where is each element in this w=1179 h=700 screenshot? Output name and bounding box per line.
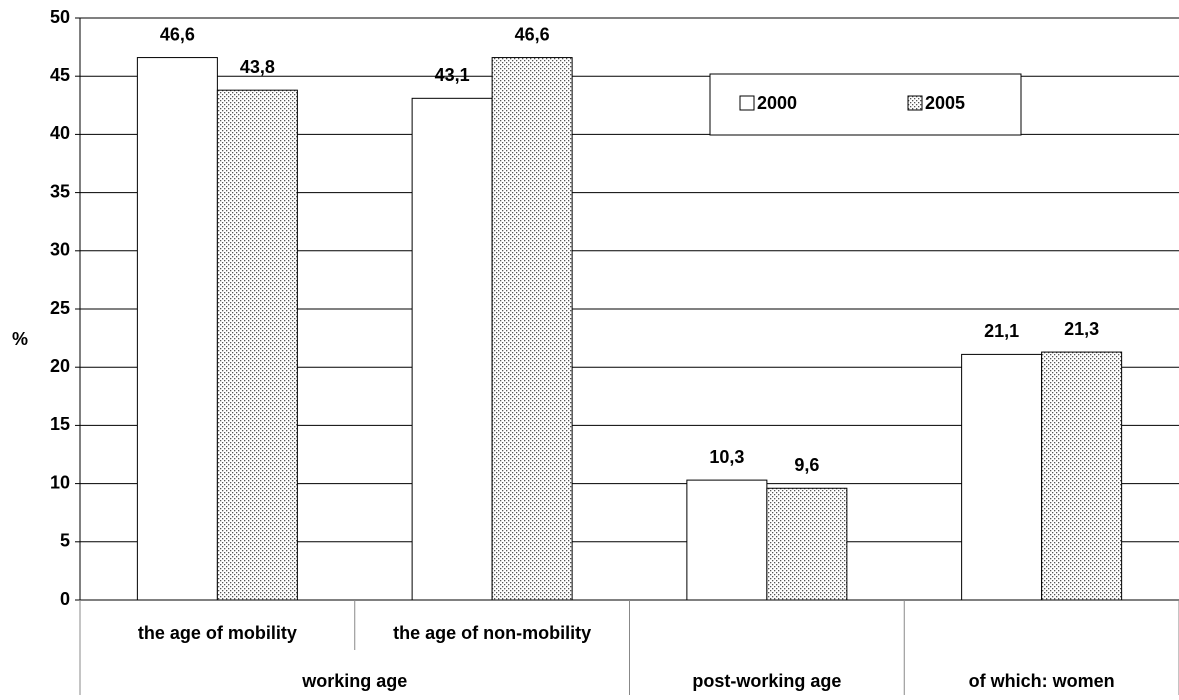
legend-swatch xyxy=(739,95,755,111)
y-tick-label: 50 xyxy=(50,7,70,27)
x-tick-label: the age of mobility xyxy=(138,623,297,643)
value-label: 43,1 xyxy=(435,65,470,85)
bar xyxy=(216,89,298,601)
bar xyxy=(961,353,1043,601)
bar xyxy=(686,479,768,601)
bar xyxy=(491,57,573,601)
x-tick-label: the age of non-mobility xyxy=(393,623,591,643)
value-label: 10,3 xyxy=(709,447,744,467)
legend-box xyxy=(709,73,1022,136)
value-label: 9,6 xyxy=(794,455,819,475)
y-axis-label: % xyxy=(12,329,28,349)
group-label: working age xyxy=(301,671,407,691)
y-tick-label: 35 xyxy=(50,181,70,201)
bar xyxy=(136,57,218,601)
y-tick-label: 10 xyxy=(50,472,70,492)
value-label: 46,6 xyxy=(515,24,550,44)
bar xyxy=(411,97,493,601)
value-label: 21,3 xyxy=(1064,319,1099,339)
y-tick-label: 15 xyxy=(50,414,70,434)
group-label: post-working age xyxy=(692,671,841,691)
y-tick-label: 45 xyxy=(50,65,70,85)
bar xyxy=(766,487,848,601)
y-tick-label: 30 xyxy=(50,240,70,260)
group-label: of which: women xyxy=(969,671,1115,691)
value-label: 21,1 xyxy=(984,321,1019,341)
bar xyxy=(1041,351,1123,601)
value-label: 46,6 xyxy=(160,24,195,44)
legend-label: 2000 xyxy=(757,93,797,113)
y-tick-label: 0 xyxy=(60,589,70,609)
y-tick-label: 25 xyxy=(50,298,70,318)
y-tick-label: 20 xyxy=(50,356,70,376)
value-label: 43,8 xyxy=(240,57,275,77)
legend-swatch xyxy=(907,95,923,111)
y-tick-label: 40 xyxy=(50,123,70,143)
legend-label: 2005 xyxy=(925,93,965,113)
y-tick-label: 5 xyxy=(60,531,70,551)
